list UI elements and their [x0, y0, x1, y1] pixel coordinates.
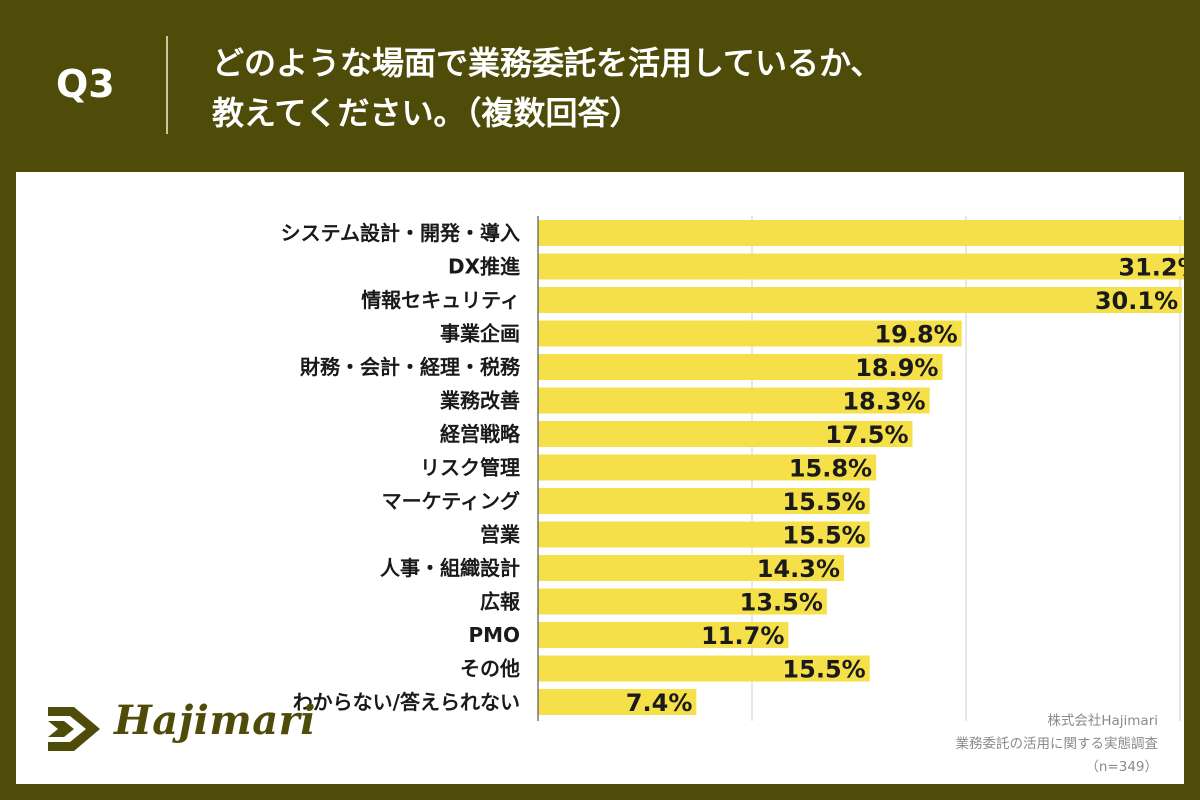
- value-label: 31.2%: [1118, 254, 1184, 282]
- bar: [538, 220, 1184, 246]
- bar: [538, 354, 943, 380]
- category-label: その他: [460, 657, 520, 681]
- category-label: DX推進: [448, 255, 520, 279]
- question-title: どのような場面で業務委託を活用しているか、 教えてください。（複数回答）: [212, 38, 1172, 138]
- category-label: リスク管理: [420, 456, 520, 480]
- value-label: 19.8%: [874, 321, 957, 349]
- category-label: PMO: [468, 623, 520, 647]
- bar: [538, 689, 697, 715]
- category-label: 情報セキュリティ: [361, 288, 520, 312]
- source-survey: 業務委託の活用に関する実態調査: [955, 736, 1159, 752]
- bar: [538, 320, 962, 347]
- bar: [538, 655, 870, 682]
- category-label: 事業企画: [440, 322, 520, 346]
- bar: [538, 555, 845, 581]
- value-label: 7.4%: [626, 689, 693, 717]
- value-label: 13.5%: [740, 589, 823, 617]
- value-label: 15.5%: [782, 656, 865, 684]
- source-sample: （n=349）: [1085, 759, 1158, 775]
- category-label: わからない/答えられない: [293, 690, 520, 714]
- value-label: 30.1%: [1095, 287, 1178, 315]
- category-label: システム設計・開発・導入: [281, 221, 520, 245]
- value-label: 11.7%: [701, 622, 784, 650]
- category-label: 営業: [480, 523, 521, 547]
- category-label: 業務改善: [440, 389, 520, 413]
- chart-panel: システム設計・開発・導入48.7%DX推進31.2%情報セキュリティ30.1%事…: [16, 172, 1184, 784]
- brand-logo: Hajimari: [44, 697, 315, 757]
- bar: [538, 488, 870, 514]
- question-number: Q3: [56, 62, 115, 106]
- value-label: 14.3%: [757, 555, 840, 583]
- category-label: マーケティング: [382, 489, 520, 513]
- question-line-2: 教えてください。（複数回答）: [212, 94, 642, 132]
- value-label: 17.5%: [825, 421, 908, 449]
- header: Q3 どのような場面で業務委託を活用しているか、 教えてください。（複数回答）: [0, 0, 1200, 170]
- value-label: 15.8%: [789, 455, 872, 483]
- value-label: 18.3%: [842, 388, 925, 416]
- value-label: 15.5%: [782, 488, 865, 516]
- bar: [538, 421, 913, 447]
- bar: [538, 253, 1184, 280]
- bar: [538, 287, 1183, 313]
- category-label: 経営戦略: [440, 422, 521, 446]
- source-company: 株式会社Hajimari: [1047, 713, 1158, 729]
- category-label: 人事・組織設計: [380, 556, 520, 580]
- question-line-1: どのような場面で業務委託を活用しているか、: [212, 44, 883, 82]
- bar: [538, 521, 870, 548]
- brand-name: Hajimari: [114, 697, 316, 744]
- source-note: 株式会社Hajimari 業務委託の活用に関する実態調査 （n=349）: [956, 710, 1159, 779]
- chevron-logo-icon: [48, 707, 100, 751]
- bar: [538, 588, 827, 615]
- bar: [538, 454, 877, 481]
- value-label: 15.5%: [782, 522, 865, 550]
- category-label: 広報: [480, 590, 521, 614]
- bar: [538, 622, 789, 648]
- header-divider: [166, 36, 168, 134]
- value-label: 18.9%: [855, 354, 938, 382]
- category-label: 財務・会計・経理・税務: [300, 355, 521, 379]
- bar: [538, 387, 930, 414]
- bar-chart: システム設計・開発・導入48.7%DX推進31.2%情報セキュリティ30.1%事…: [281, 216, 1184, 721]
